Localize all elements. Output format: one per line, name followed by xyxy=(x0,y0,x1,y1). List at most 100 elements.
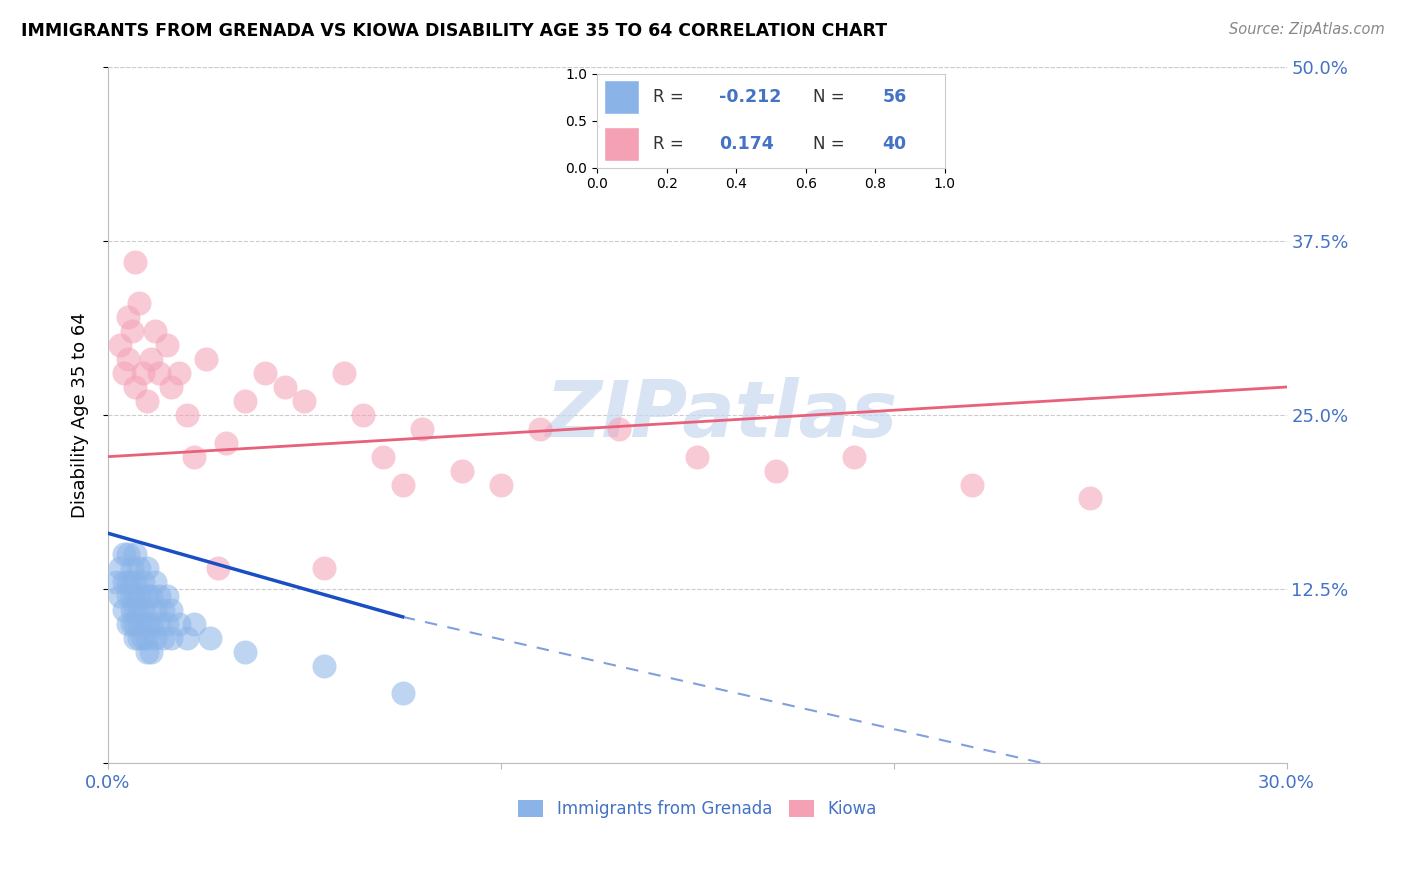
Point xyxy=(141,645,163,659)
Point xyxy=(143,575,166,590)
Point xyxy=(124,575,146,590)
Point xyxy=(117,352,139,367)
Point xyxy=(124,589,146,603)
Point xyxy=(183,450,205,464)
Point xyxy=(128,561,150,575)
Point xyxy=(195,352,218,367)
Point xyxy=(198,631,221,645)
Point xyxy=(128,296,150,310)
Point xyxy=(962,477,984,491)
Point xyxy=(141,589,163,603)
Point xyxy=(136,631,159,645)
Point xyxy=(124,616,146,631)
Point xyxy=(489,477,512,491)
Point xyxy=(160,380,183,394)
Point xyxy=(128,616,150,631)
Point xyxy=(121,616,143,631)
Text: ZIPatlas: ZIPatlas xyxy=(544,376,897,453)
Point xyxy=(143,631,166,645)
Point xyxy=(235,393,257,408)
Point xyxy=(128,631,150,645)
Point xyxy=(132,575,155,590)
Point xyxy=(143,324,166,338)
Point xyxy=(121,575,143,590)
Point xyxy=(104,575,127,590)
Point xyxy=(156,338,179,352)
Point xyxy=(160,631,183,645)
Point xyxy=(117,547,139,561)
Point xyxy=(148,616,170,631)
Point xyxy=(607,422,630,436)
Point xyxy=(117,575,139,590)
Point xyxy=(160,603,183,617)
Point xyxy=(121,589,143,603)
Point xyxy=(371,450,394,464)
Point xyxy=(132,603,155,617)
Point xyxy=(156,589,179,603)
Point xyxy=(332,366,354,380)
Text: Source: ZipAtlas.com: Source: ZipAtlas.com xyxy=(1229,22,1385,37)
Point xyxy=(124,254,146,268)
Point xyxy=(112,547,135,561)
Point xyxy=(117,310,139,325)
Point xyxy=(844,450,866,464)
Point xyxy=(112,575,135,590)
Point xyxy=(128,603,150,617)
Point xyxy=(124,380,146,394)
Point xyxy=(121,603,143,617)
Point xyxy=(176,408,198,422)
Y-axis label: Disability Age 35 to 64: Disability Age 35 to 64 xyxy=(72,312,89,517)
Point xyxy=(235,645,257,659)
Point xyxy=(1078,491,1101,506)
Legend: Immigrants from Grenada, Kiowa: Immigrants from Grenada, Kiowa xyxy=(512,793,883,824)
Point xyxy=(411,422,433,436)
Point xyxy=(274,380,297,394)
Point xyxy=(765,464,787,478)
Point xyxy=(207,561,229,575)
Point xyxy=(108,561,131,575)
Point xyxy=(312,561,335,575)
Point xyxy=(132,616,155,631)
Point xyxy=(121,324,143,338)
Point xyxy=(117,589,139,603)
Point xyxy=(686,450,709,464)
Point xyxy=(391,477,413,491)
Point xyxy=(152,603,174,617)
Point xyxy=(141,616,163,631)
Point xyxy=(141,352,163,367)
Point xyxy=(254,366,277,380)
Point xyxy=(136,645,159,659)
Point xyxy=(132,631,155,645)
Point xyxy=(136,561,159,575)
Point xyxy=(352,408,374,422)
Point xyxy=(167,616,190,631)
Point xyxy=(450,464,472,478)
Point xyxy=(136,589,159,603)
Point xyxy=(176,631,198,645)
Point xyxy=(121,561,143,575)
Point xyxy=(108,589,131,603)
Point xyxy=(391,686,413,700)
Point xyxy=(529,422,551,436)
Point xyxy=(112,366,135,380)
Point xyxy=(124,603,146,617)
Point xyxy=(117,616,139,631)
Point xyxy=(167,366,190,380)
Point xyxy=(108,338,131,352)
Point xyxy=(312,658,335,673)
Point xyxy=(156,616,179,631)
Point xyxy=(148,589,170,603)
Point xyxy=(128,589,150,603)
Point xyxy=(215,435,238,450)
Point xyxy=(132,366,155,380)
Point xyxy=(143,603,166,617)
Point xyxy=(148,366,170,380)
Point xyxy=(183,616,205,631)
Point xyxy=(124,631,146,645)
Point xyxy=(294,393,316,408)
Point xyxy=(112,603,135,617)
Point xyxy=(152,631,174,645)
Point xyxy=(136,616,159,631)
Text: IMMIGRANTS FROM GRENADA VS KIOWA DISABILITY AGE 35 TO 64 CORRELATION CHART: IMMIGRANTS FROM GRENADA VS KIOWA DISABIL… xyxy=(21,22,887,40)
Point xyxy=(124,547,146,561)
